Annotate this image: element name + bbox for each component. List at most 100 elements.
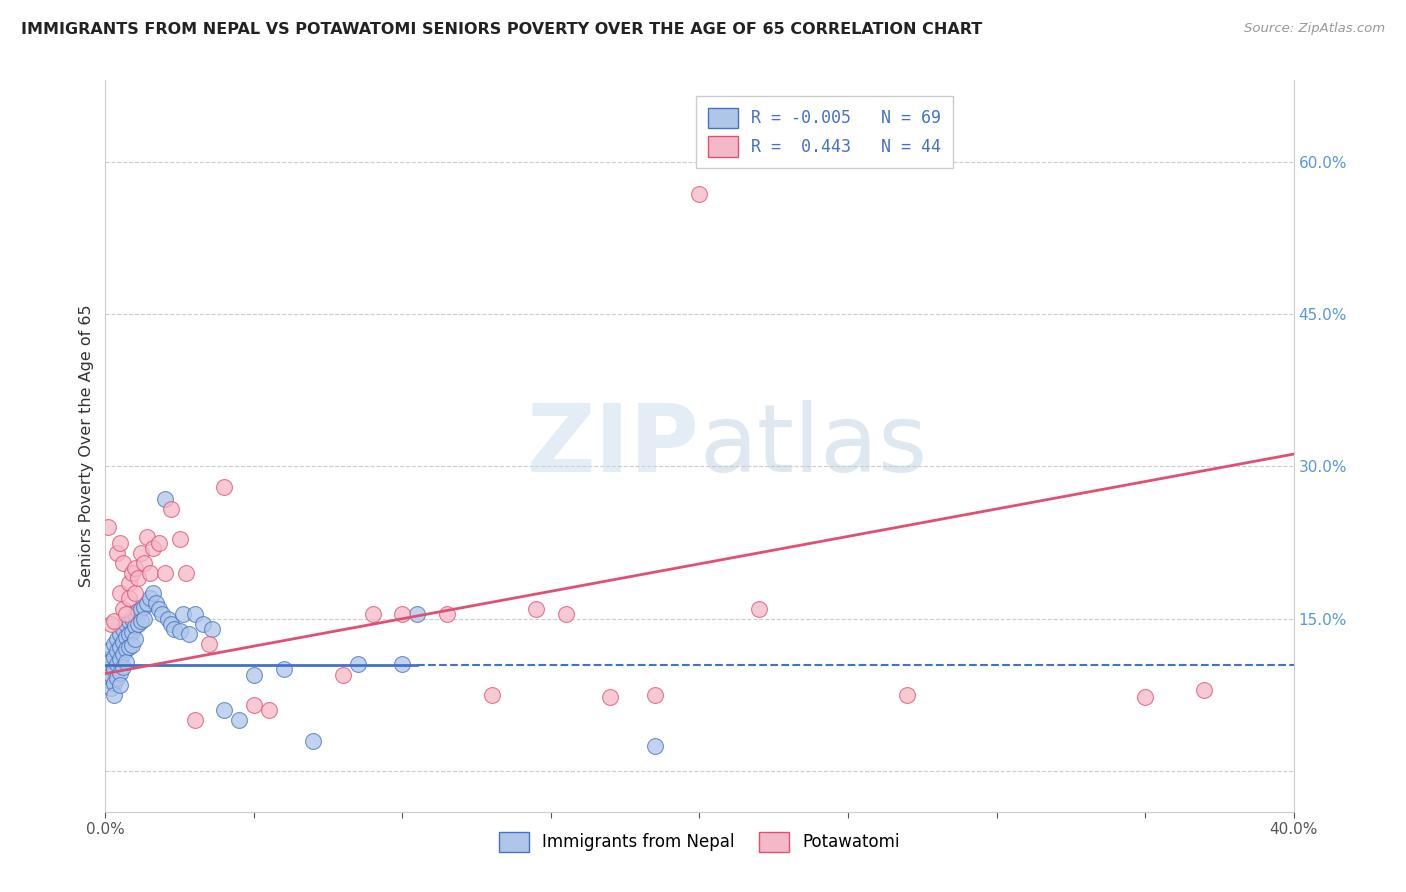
Point xyxy=(115,616,138,631)
Point xyxy=(97,663,120,677)
Point xyxy=(100,642,122,657)
Point xyxy=(139,566,162,580)
Point xyxy=(159,502,181,516)
Point xyxy=(148,601,170,615)
Point xyxy=(118,576,141,591)
Text: atlas: atlas xyxy=(700,400,928,492)
Point xyxy=(644,688,666,702)
Point xyxy=(112,601,135,615)
Point xyxy=(124,619,146,633)
Point xyxy=(136,597,159,611)
Point xyxy=(139,591,162,606)
Point xyxy=(689,187,711,202)
Point xyxy=(142,586,165,600)
Point xyxy=(112,647,135,661)
Point xyxy=(391,657,413,672)
Point xyxy=(112,556,135,570)
Text: ZIP: ZIP xyxy=(527,400,700,492)
Point xyxy=(1194,682,1216,697)
Point xyxy=(105,546,128,560)
Point xyxy=(115,630,138,644)
Point xyxy=(118,640,141,655)
Point xyxy=(599,690,621,704)
Point xyxy=(132,599,155,614)
Point xyxy=(110,640,132,655)
Point xyxy=(124,632,146,646)
Point xyxy=(243,667,266,681)
Point xyxy=(406,607,429,621)
Point xyxy=(97,520,120,534)
Point xyxy=(112,635,135,649)
Point xyxy=(103,614,125,628)
Point xyxy=(183,607,205,621)
Point xyxy=(127,604,149,618)
Point xyxy=(115,656,138,670)
Text: IMMIGRANTS FROM NEPAL VS POTAWATOMI SENIORS POVERTY OVER THE AGE OF 65 CORRELATI: IMMIGRANTS FROM NEPAL VS POTAWATOMI SENI… xyxy=(21,22,983,37)
Point xyxy=(243,698,266,712)
Point xyxy=(100,681,122,695)
Point xyxy=(127,571,149,585)
Point xyxy=(361,607,384,621)
Point xyxy=(118,627,141,641)
Point xyxy=(110,665,132,680)
Point xyxy=(132,612,155,626)
Point xyxy=(169,533,191,547)
Point xyxy=(121,638,143,652)
Point xyxy=(257,703,280,717)
Point xyxy=(156,612,179,626)
Point xyxy=(110,652,132,666)
Point xyxy=(150,607,173,621)
Point xyxy=(103,675,125,690)
Point xyxy=(112,660,135,674)
Point xyxy=(115,642,138,657)
Point xyxy=(115,607,138,621)
Point xyxy=(121,566,143,580)
Point xyxy=(554,607,576,621)
Point xyxy=(105,644,128,658)
Point xyxy=(177,627,200,641)
Point xyxy=(103,650,125,665)
Point xyxy=(124,607,146,621)
Point xyxy=(524,601,547,615)
Point xyxy=(124,561,146,575)
Point xyxy=(163,622,186,636)
Point xyxy=(273,663,295,677)
Point xyxy=(193,616,215,631)
Point xyxy=(159,616,181,631)
Point xyxy=(112,622,135,636)
Point xyxy=(105,671,128,685)
Point xyxy=(110,627,132,641)
Point xyxy=(228,714,250,728)
Point xyxy=(153,491,176,506)
Point xyxy=(142,541,165,555)
Point xyxy=(105,632,128,646)
Point xyxy=(103,688,125,702)
Point xyxy=(214,480,236,494)
Point xyxy=(174,566,197,580)
Legend: Immigrants from Nepal, Potawatomi: Immigrants from Nepal, Potawatomi xyxy=(492,826,907,858)
Point xyxy=(118,614,141,628)
Point xyxy=(896,688,918,702)
Point xyxy=(100,654,122,668)
Point xyxy=(110,586,132,600)
Point xyxy=(124,586,146,600)
Point xyxy=(332,667,354,681)
Point xyxy=(183,714,205,728)
Point xyxy=(148,535,170,549)
Point xyxy=(214,703,236,717)
Point xyxy=(201,622,224,636)
Point xyxy=(391,607,413,621)
Point xyxy=(100,616,122,631)
Point xyxy=(100,667,122,681)
Point xyxy=(136,530,159,544)
Point xyxy=(110,535,132,549)
Point xyxy=(103,637,125,651)
Point xyxy=(129,614,152,628)
Point xyxy=(347,657,370,672)
Point xyxy=(172,607,194,621)
Point xyxy=(145,597,167,611)
Point xyxy=(97,652,120,666)
Point xyxy=(748,601,770,615)
Point xyxy=(103,663,125,677)
Text: Source: ZipAtlas.com: Source: ZipAtlas.com xyxy=(1244,22,1385,36)
